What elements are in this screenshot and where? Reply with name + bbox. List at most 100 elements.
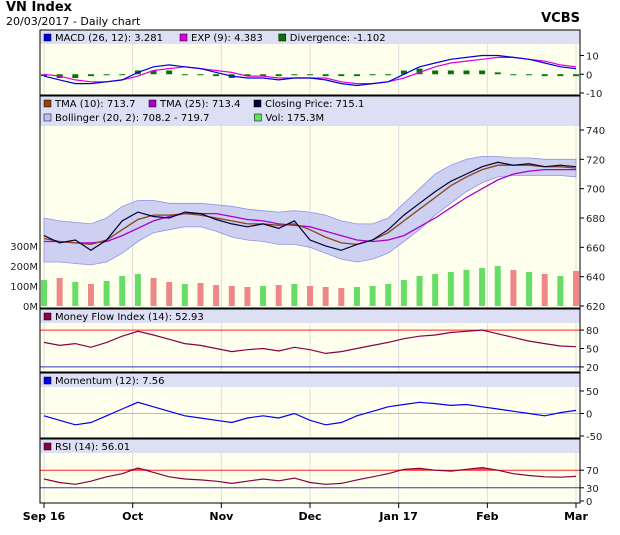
macd-legend-swatch: [179, 33, 188, 42]
volume-tick-label: 100M: [10, 282, 38, 293]
volume-bar: [275, 285, 282, 306]
divergence-bar: [479, 70, 486, 75]
rsi-ytick-label: 0: [586, 497, 592, 508]
volume-bar: [228, 286, 235, 306]
divergence-bar: [307, 74, 313, 76]
price-ytick-label: 740: [586, 126, 605, 137]
price-legend-item: Closing Price: 715.1: [265, 99, 364, 110]
x-tick-label: Sep 16: [23, 510, 66, 523]
divergence-bar: [432, 70, 439, 75]
price-panel-frame: [39, 95, 581, 309]
divergence-bar: [72, 74, 79, 78]
volume-bar: [103, 281, 110, 306]
price-legend-swatch: [254, 113, 262, 122]
price-legend-swatch: [253, 99, 262, 108]
volume-bar: [573, 271, 579, 306]
volume-bar: [479, 268, 486, 306]
price-ytick-label: 660: [586, 243, 605, 254]
divergence-bar: [447, 70, 454, 75]
volume-bar: [385, 284, 392, 306]
mfi-ytick-label: 50: [586, 345, 599, 356]
x-tick-label: Dec: [298, 510, 321, 523]
volume-bar: [353, 287, 360, 306]
mfi-line: [43, 329, 577, 355]
volume-bar: [369, 286, 376, 306]
divergence-bar: [260, 74, 267, 77]
mfi-legend-swatch: [43, 312, 52, 321]
divergence-bar: [244, 74, 251, 77]
divergence-bar: [463, 70, 470, 75]
x-tick-label: Feb: [476, 510, 499, 523]
volume-bar: [260, 286, 267, 306]
momentum-ytick-label: -50: [586, 432, 602, 443]
tma10-line: [43, 164, 577, 246]
x-tick-label: Oct: [122, 510, 143, 523]
macd-ytick-label: 10: [586, 52, 599, 63]
volume-bar: [56, 278, 63, 306]
macd-legend-swatch: [43, 33, 52, 42]
price-legend-swatch: [43, 99, 52, 108]
volume-bar: [510, 270, 517, 306]
volume-bar: [134, 274, 141, 306]
rsi-line: [43, 466, 577, 485]
volume-bar: [338, 288, 345, 306]
divergence-bar: [291, 74, 298, 76]
momentum-legend-item: Momentum (12): 7.56: [55, 376, 165, 387]
volume-bar: [541, 274, 548, 306]
rsi-legend-bg: [40, 439, 580, 453]
divergence-bar: [150, 70, 157, 75]
divergence-bar: [322, 74, 329, 77]
divergence-bar: [353, 74, 360, 77]
volume-bar: [494, 266, 501, 306]
rsi-ytick-label: 70: [586, 466, 599, 477]
volume-bar: [41, 280, 47, 306]
divergence-bar: [541, 74, 548, 77]
x-tick-label: Jan 17: [378, 510, 417, 523]
price-ytick-label: 640: [586, 273, 605, 284]
volume-bar: [416, 276, 423, 306]
volume-tick-label: 0M: [23, 302, 38, 313]
divergence-bar: [573, 74, 579, 77]
volume-bar: [291, 284, 298, 306]
macd-legend-bg: [40, 30, 580, 44]
momentum-legend-swatch: [43, 376, 52, 385]
divergence-bar: [416, 68, 423, 75]
divergence-bar: [41, 74, 47, 77]
closing-price-line: [43, 161, 577, 252]
price-legend-item: Bollinger (20, 2): 708.2 - 719.7: [55, 113, 209, 124]
volume-bar: [447, 272, 454, 306]
divergence-bar: [166, 70, 173, 75]
divergence-bar: [213, 74, 220, 77]
divergence-bar: [369, 74, 376, 76]
price-legend-item: TMA (25): 713.4: [159, 99, 240, 110]
volume-bar: [322, 287, 329, 306]
bollinger-band: [43, 155, 577, 266]
x-tick-label: Nov: [209, 510, 234, 523]
divergence-bar: [103, 74, 110, 76]
price-legend-swatch: [43, 113, 52, 122]
volume-bar: [119, 276, 126, 306]
volume-tick-label: 300M: [10, 242, 38, 253]
mfi-legend-bg: [40, 309, 580, 323]
divergence-bar: [275, 74, 282, 77]
mfi-ytick-label: 20: [586, 363, 599, 374]
price-ytick-label: 620: [586, 302, 605, 313]
volume-bar: [244, 287, 251, 306]
macd-ytick-label: 0: [586, 70, 592, 81]
volume-bar: [463, 270, 470, 306]
volume-bar: [197, 283, 204, 306]
momentum-ytick-label: 50: [586, 387, 599, 398]
volume-bar: [166, 282, 173, 306]
volume-bar: [557, 276, 564, 306]
volume-bar: [72, 282, 79, 306]
macd-legend-swatch: [278, 33, 287, 42]
price-legend-bg: [40, 96, 580, 126]
momentum-line: [43, 401, 577, 426]
rsi-legend-item: RSI (14): 56.01: [55, 442, 130, 453]
momentum-panel-frame: [39, 372, 581, 439]
momentum-ytick-label: 0: [586, 410, 592, 421]
divergence-bar: [197, 74, 204, 76]
volume-bar: [213, 285, 220, 306]
divergence-bar: [557, 74, 564, 77]
